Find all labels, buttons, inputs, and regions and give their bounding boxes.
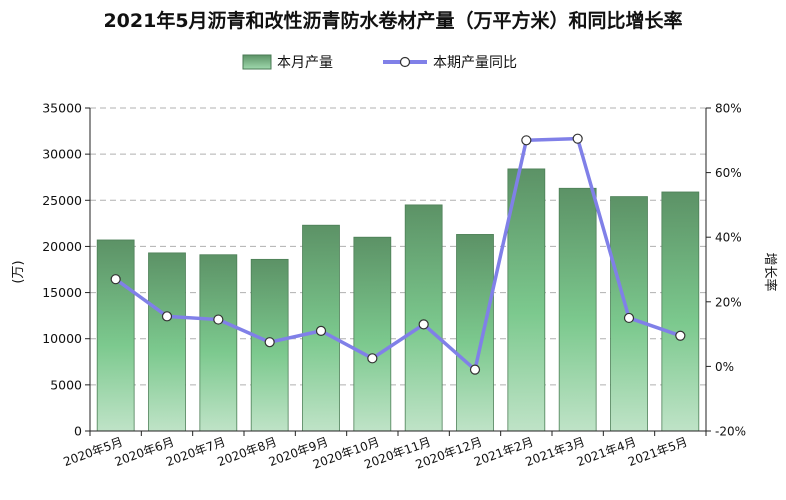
- bar: [404, 204, 443, 432]
- legend-swatch-marker: [399, 56, 411, 68]
- growth-point: [110, 274, 121, 285]
- growth-line: [114, 136, 681, 372]
- growth-point: [264, 337, 275, 348]
- legend-label-bar: 本月产量: [277, 55, 333, 71]
- growth-point: [213, 314, 224, 325]
- growth-point: [572, 133, 583, 144]
- grid-lines: [90, 107, 706, 386]
- bar: [148, 252, 186, 432]
- bar: [199, 254, 238, 432]
- y-tick-label: 25000: [42, 193, 82, 208]
- bar: [96, 239, 135, 432]
- growth-point: [469, 364, 481, 375]
- y2-axis-label: 增长率: [762, 252, 778, 291]
- x-tick-label: 2021年5月: [626, 435, 689, 469]
- y-tick-label: 20000: [42, 239, 82, 254]
- y2-tick-label: 40%: [715, 231, 742, 245]
- bar: [353, 236, 392, 432]
- legend: 本月产量 本期产量同比: [242, 54, 517, 71]
- line-series: [110, 133, 686, 375]
- bar: [456, 234, 494, 432]
- bar-series: [96, 168, 700, 432]
- growth-point: [521, 135, 532, 146]
- legend-swatch-bar: [242, 54, 272, 70]
- y-axis-label: (万): [11, 260, 26, 283]
- y-tick-label: 0: [74, 424, 82, 439]
- chart-title: 2021年5月沥青和改性沥青防水卷材产量（万平方米）和同比增长率: [103, 9, 682, 32]
- growth-point: [623, 312, 635, 324]
- y2-tick-label: 80%: [715, 102, 742, 116]
- y-tick-label: 30000: [42, 147, 82, 162]
- y-tick-label: 10000: [42, 331, 82, 346]
- y-tick-label: 15000: [42, 285, 82, 300]
- y-tick-label: 35000: [42, 101, 82, 116]
- bar: [507, 168, 546, 432]
- growth-point: [418, 319, 429, 330]
- growth-point: [315, 325, 327, 336]
- y2-tick-label: 60%: [715, 166, 742, 180]
- y2-tick-label: 0%: [715, 360, 734, 374]
- y-tick-label: 5000: [50, 377, 82, 392]
- y2-tick-label: 20%: [715, 295, 742, 309]
- y2-tick-label: -20%: [715, 425, 746, 439]
- growth-point: [675, 330, 686, 341]
- growth-point: [367, 353, 378, 364]
- bar: [661, 191, 700, 432]
- legend-label-line: 本期产量同比: [433, 55, 517, 71]
- growth-point: [161, 311, 173, 322]
- bar: [558, 187, 597, 432]
